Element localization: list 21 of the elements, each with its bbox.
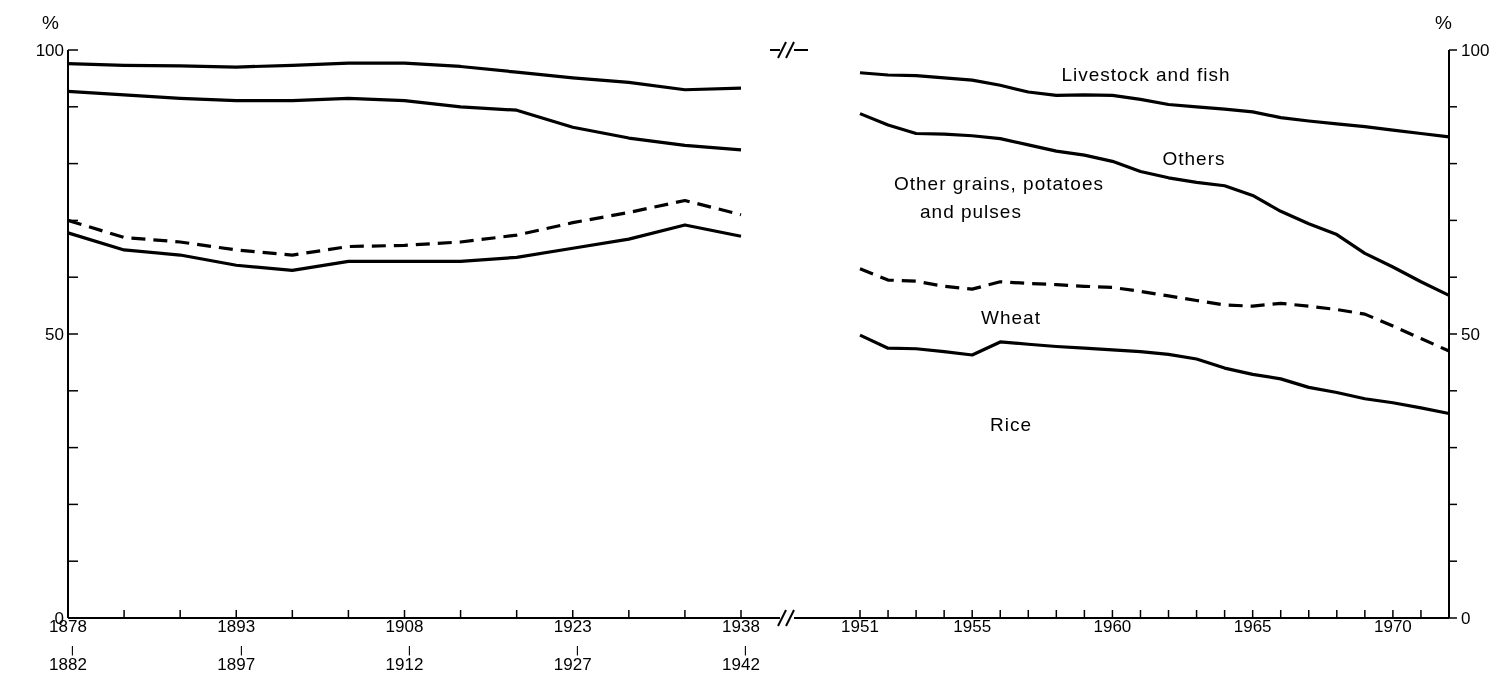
y-tick-label: 0: [1461, 609, 1471, 629]
y-axis-title: %: [1435, 12, 1452, 34]
annotation: Wheat: [981, 306, 1041, 330]
y-tick-label: 100: [1461, 41, 1490, 61]
y-axis-title: %: [42, 12, 59, 34]
x-tick-label: 1965: [1233, 617, 1272, 636]
y-tick-label: 50: [45, 325, 64, 345]
x-tick-label: 1970: [1373, 617, 1412, 636]
y-tick-label: 50: [1461, 325, 1480, 345]
x-tick-label: 1923–1927: [553, 617, 592, 674]
annotation: Rice: [989, 413, 1033, 437]
x-tick-label: 1955: [953, 617, 992, 636]
annotation: Other grains, potatoes and pulses: [894, 172, 1105, 224]
y-tick-label: 100: [35, 41, 64, 61]
annotation: Livestock and fish: [1061, 63, 1231, 87]
x-tick-label: 1893–1897: [217, 617, 256, 674]
x-tick-label: 1960: [1093, 617, 1132, 636]
x-tick-label: 1951: [841, 617, 879, 636]
x-tick-label: 1938–1942: [722, 617, 760, 674]
annotation: Others: [1162, 147, 1226, 171]
x-tick-label: 1908–1912: [385, 617, 424, 674]
